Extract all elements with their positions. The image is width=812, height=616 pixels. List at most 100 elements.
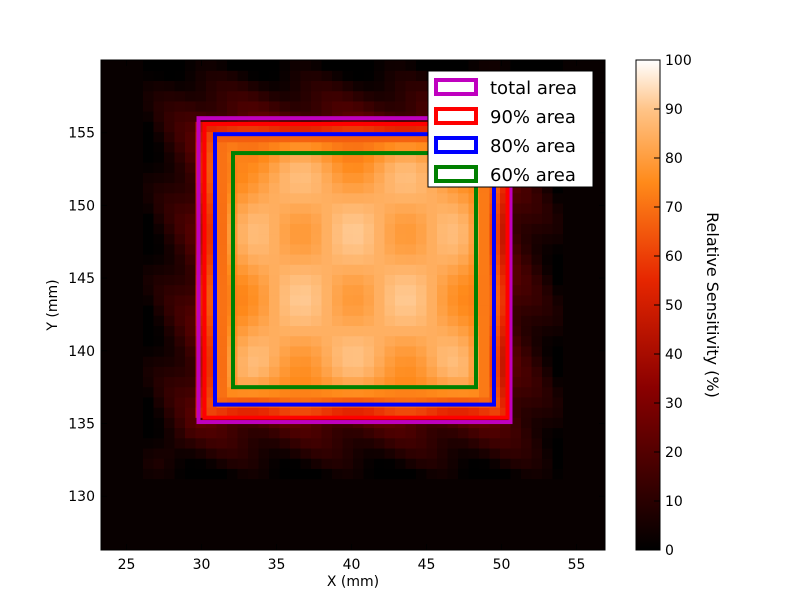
heatmap-cell [363,407,375,418]
heatmap-cell [521,243,533,255]
heatmap-cell [374,253,386,265]
heatmap-cell [237,182,249,194]
heatmap-cell [384,519,396,531]
heatmap-cell [447,223,459,235]
heatmap-cell [248,274,260,286]
heatmap-cell [164,396,176,408]
heatmap-cell [468,437,480,449]
heatmap-cell [437,213,449,224]
heatmap-cell [248,356,260,367]
heatmap-cell [552,274,564,286]
heatmap-cell [458,305,470,316]
heatmap-cell [458,233,470,245]
heatmap-cell [395,284,407,296]
heatmap-cell [384,264,396,275]
heatmap-cell [374,315,386,327]
heatmap-cell [384,202,396,214]
heatmap-cell [279,70,291,82]
heatmap-cell [353,60,365,71]
heatmap-cell [174,468,186,480]
heatmap-cell [237,437,249,449]
heatmap-cell [279,478,291,490]
heatmap-cell [426,325,438,337]
heatmap-cell [468,478,480,490]
heatmap-cell [248,447,260,459]
heatmap-cell [258,376,270,388]
heatmap-cell [258,519,270,531]
heatmap-cell [122,90,134,102]
heatmap-cell [269,376,281,388]
heatmap-cell [416,121,428,133]
y-tick-label: 135 [68,417,95,433]
heatmap-cell [153,131,165,143]
heatmap-cell [363,192,375,204]
heatmap-cell [290,529,302,541]
heatmap-cell [122,417,134,429]
heatmap-cell [164,366,176,378]
heatmap-cell [311,488,323,500]
heatmap-cell [258,182,270,194]
heatmap-cell [458,202,470,214]
heatmap-cell [332,305,344,316]
heatmap-cell [227,519,239,531]
heatmap-cell [164,386,176,398]
heatmap-cell [143,60,155,71]
heatmap-cell [237,335,249,347]
heatmap-cell [363,366,375,378]
heatmap-cell [206,345,218,357]
heatmap-cell [542,202,554,214]
heatmap-cell [594,90,605,102]
heatmap-cell [164,213,176,224]
heatmap-cell [185,386,197,398]
heatmap-cell [153,366,165,378]
heatmap-cell [405,131,417,143]
heatmap-cell [258,447,270,459]
heatmap-cell [300,294,312,306]
heatmap-cell [216,100,228,112]
heatmap-cell [584,437,596,449]
heatmap-cell [227,80,239,92]
heatmap-cell [405,366,417,378]
heatmap-cell [227,447,239,459]
heatmap-cell [132,335,144,347]
heatmap-cell [111,498,123,510]
heatmap-cell [216,70,228,82]
heatmap-cell [384,335,396,347]
heatmap-cell [185,519,197,531]
heatmap-cell [416,376,428,388]
heatmap-cell [206,202,218,214]
x-tick-label: 55 [568,557,586,573]
heatmap-cell [300,447,312,459]
heatmap-cell [111,529,123,541]
heatmap-cell [510,294,522,306]
heatmap-cell [405,498,417,510]
heatmap-cell [174,417,186,429]
heatmap-cell [468,60,480,71]
heatmap-cell [416,396,428,408]
heatmap-cell [342,396,354,408]
heatmap-cell [195,529,207,541]
y-tick-label: 145 [68,271,95,287]
heatmap-cell [363,233,375,245]
heatmap-cell [227,60,239,71]
heatmap-cell [206,172,218,184]
heatmap-cell [101,284,113,296]
heatmap-cell [174,223,186,235]
heatmap-cell [416,264,428,275]
heatmap-cell [395,315,407,327]
heatmap-cell [542,488,554,500]
heatmap-cell [573,437,585,449]
heatmap-cell [206,356,218,367]
heatmap-cell [101,427,113,439]
heatmap-cell [122,202,134,214]
heatmap-cell [311,437,323,449]
heatmap-cell [531,539,543,550]
heatmap-cell [185,284,197,296]
heatmap-cell [237,396,249,408]
heatmap-cell [321,131,333,143]
heatmap-cell [258,427,270,439]
heatmap-cell [132,202,144,214]
heatmap-cell [269,202,281,214]
heatmap-cell [510,366,522,378]
heatmap-cell [258,345,270,357]
